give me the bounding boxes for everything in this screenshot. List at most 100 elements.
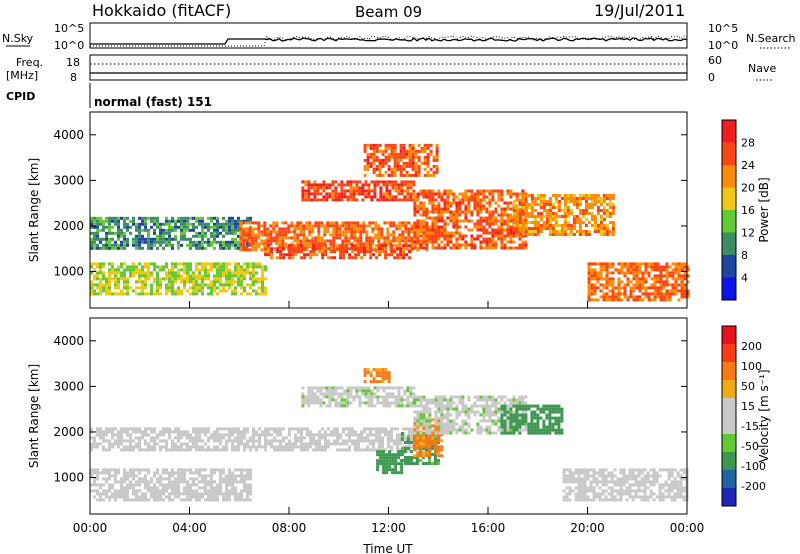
power-cell [485,216,489,220]
velocity-cell [446,428,450,432]
power-cell [108,219,111,223]
power-cell [399,158,403,162]
power-cell [317,227,321,231]
power-cell [90,292,93,296]
power-cell [99,268,102,272]
power-cell [198,219,201,223]
power-cell [476,195,480,199]
velocity-cell [156,477,159,481]
velocity-cell [433,456,437,459]
velocity-cell [455,395,459,399]
power-cell [521,240,525,244]
power-cell [470,240,474,244]
velocity-cell [437,398,441,402]
power-cell [246,283,249,287]
velocity-cell [345,442,348,446]
velocity-cell [219,492,222,496]
power-cell [419,230,423,234]
velocity-cell [129,498,132,502]
power-cell [377,239,381,243]
power-cell [428,240,432,244]
power-cell [548,200,552,203]
velocity-cell [385,462,389,466]
power-cell [569,227,573,230]
velocity-cell [210,492,213,496]
power-cell [120,292,123,296]
power-cell [464,216,468,220]
power-cell [506,234,510,238]
power-cell [596,194,600,197]
velocity-cell [192,477,195,481]
velocity-cell [105,433,108,437]
power-cell [150,246,153,250]
power-cell [195,277,198,281]
power-cell [398,221,402,225]
power-cell [123,225,126,229]
velocity-cell [195,442,198,446]
velocity-cell [198,474,201,478]
velocity-cell [216,486,219,490]
power-cell [494,243,498,247]
power-cell [470,246,474,250]
power-cell [402,250,406,254]
velocity-cell [497,428,501,432]
velocity-cell [219,427,222,431]
velocity-cell [391,395,395,399]
power-cell [401,230,405,234]
velocity-cell [276,427,279,431]
velocity-cell [198,439,201,443]
power-cell [204,234,207,238]
power-cell [581,221,585,224]
power-cell [641,298,645,302]
velocity-cell [358,389,362,393]
power-cell [509,225,513,229]
power-cell [485,243,489,247]
power-cell [304,183,308,187]
power-cell [305,224,309,228]
velocity-cell [162,489,165,493]
power-cell [144,283,147,287]
power-cell [587,197,591,200]
power-cell [428,210,432,214]
power-cell [440,198,444,202]
power-cell [435,155,439,159]
power-cell [237,240,240,244]
power-cell [554,194,558,197]
power-cell [632,262,636,266]
power-cell [343,195,347,199]
power-cell [287,236,291,240]
power-cell [653,283,657,287]
power-cell [330,250,334,254]
velocity-cell [159,445,162,449]
power-cell [653,298,657,302]
power-cell [225,289,228,293]
velocity-cell [479,425,483,429]
power-cell [228,271,231,275]
power-cell [437,189,441,193]
velocity-cell [449,428,453,432]
velocity-cell [249,477,252,481]
power-cell [210,280,213,284]
power-cell [225,225,228,229]
velocity-cell [159,477,162,481]
power-cell [248,248,252,252]
velocity-cell [240,495,243,499]
velocity-cell [408,427,411,431]
power-cell [249,216,252,220]
power-cell [617,268,621,272]
velocity-cell [340,398,344,402]
velocity-cell [364,386,368,390]
velocity-cell [195,439,198,443]
velocity-cell [123,427,126,431]
power-cell [611,194,615,197]
velocity-cell [138,489,141,493]
power-cell [623,271,627,275]
velocity-cell [204,498,207,502]
power-cell [270,247,274,251]
power-cell [243,262,246,266]
power-cell [379,180,383,184]
power-cell [207,216,210,220]
power-cell [629,289,633,293]
velocity-cell [443,428,447,432]
velocity-cell [328,401,332,405]
